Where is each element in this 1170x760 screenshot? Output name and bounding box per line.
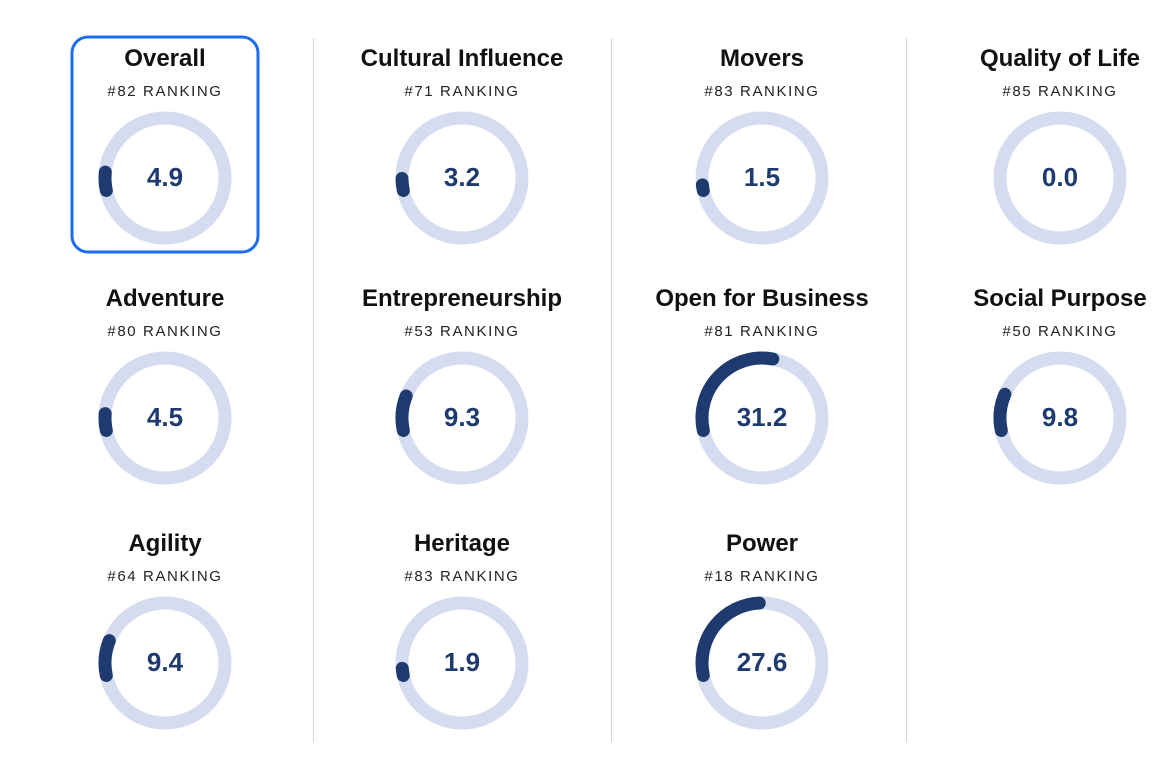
score-value: 4.9 <box>147 162 183 192</box>
ranking-card[interactable]: Agility #64 RANKING 9.4 <box>98 530 232 730</box>
gauge-arc <box>695 178 710 197</box>
card-title: Entrepreneurship <box>362 285 562 312</box>
ranking-label: #71 RANKING <box>404 83 519 100</box>
ranking-card[interactable]: Quality of Life #85 RANKING 0.0 <box>980 45 1140 245</box>
gauge-arc <box>695 596 766 682</box>
ranking-card[interactable]: Open for Business #81 RANKING 31.2 <box>655 285 869 485</box>
gauge-arc <box>695 351 780 437</box>
ranking-card[interactable]: Heritage #83 RANKING 1.9 <box>395 530 529 730</box>
card-title: Quality of Life <box>980 45 1140 72</box>
card-title: Heritage <box>414 530 510 557</box>
card-title: Agility <box>128 530 202 557</box>
ranking-label: #81 RANKING <box>704 323 819 340</box>
ranking-label: #80 RANKING <box>107 323 222 340</box>
score-value: 0.0 <box>1042 162 1078 192</box>
card-title: Open for Business <box>655 285 868 312</box>
ranking-card[interactable]: Cultural Influence #71 RANKING 3.2 <box>361 45 564 245</box>
card-title: Overall <box>124 45 205 72</box>
card-title: Movers <box>720 45 804 72</box>
ranking-card[interactable]: Overall #82 RANKING 4.9 <box>98 45 232 245</box>
score-value: 1.5 <box>744 162 780 192</box>
gauge-arc <box>98 634 116 682</box>
ranking-label: #82 RANKING <box>107 83 222 100</box>
gauge-arc <box>395 661 410 682</box>
score-value: 4.5 <box>147 402 183 432</box>
ranking-label: #64 RANKING <box>107 568 222 585</box>
gauge-track <box>993 111 1127 245</box>
gauge-arc <box>98 407 113 437</box>
ranking-card[interactable]: Social Purpose #50 RANKING 9.8 <box>973 285 1147 485</box>
ranking-card[interactable]: Power #18 RANKING 27.6 <box>695 530 829 730</box>
ranking-card[interactable]: Entrepreneurship #53 RANKING 9.3 <box>362 285 562 485</box>
gauge-track <box>695 111 829 245</box>
score-value: 3.2 <box>444 162 480 192</box>
card-title: Cultural Influence <box>361 45 564 72</box>
ranking-card[interactable]: Adventure #80 RANKING 4.5 <box>98 285 232 485</box>
card-title: Social Purpose <box>973 285 1146 312</box>
ranking-label: #53 RANKING <box>404 323 519 340</box>
gauge-arc <box>98 165 113 197</box>
ranking-label: #85 RANKING <box>1002 83 1117 100</box>
gauge-arc <box>395 389 413 437</box>
card-title: Adventure <box>106 285 225 312</box>
score-value: 1.9 <box>444 647 480 677</box>
score-value: 31.2 <box>737 402 788 432</box>
ranking-card[interactable]: Movers #83 RANKING 1.5 <box>695 45 829 245</box>
ranking-label: #83 RANKING <box>404 568 519 585</box>
score-value: 9.3 <box>444 402 480 432</box>
gauge-arc <box>993 387 1012 437</box>
card-title: Power <box>726 530 798 557</box>
score-value: 9.4 <box>147 647 184 677</box>
score-value: 27.6 <box>737 647 788 677</box>
gauge-arc <box>395 172 410 197</box>
score-value: 9.8 <box>1042 402 1078 432</box>
ranking-label: #83 RANKING <box>704 83 819 100</box>
ranking-label: #18 RANKING <box>704 568 819 585</box>
selected-card-outline <box>70 35 260 254</box>
ranking-label: #50 RANKING <box>1002 323 1117 340</box>
